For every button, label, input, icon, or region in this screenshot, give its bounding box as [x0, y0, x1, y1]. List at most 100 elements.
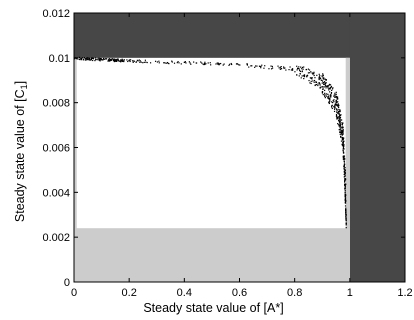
- data-point: [342, 126, 344, 129]
- data-point: [255, 65, 257, 67]
- data-point: [334, 104, 336, 106]
- data-point: [254, 66, 256, 68]
- data-point: [322, 73, 324, 75]
- data-point: [339, 116, 342, 119]
- data-point: [337, 112, 339, 114]
- data-point: [238, 64, 240, 66]
- data-point: [80, 57, 82, 60]
- data-point: [318, 78, 320, 81]
- data-point: [344, 187, 346, 190]
- data-point: [343, 152, 345, 154]
- data-point: [336, 109, 338, 111]
- data-point: [315, 81, 318, 84]
- data-point: [173, 62, 176, 64]
- data-point: [336, 112, 339, 114]
- data-point: [334, 108, 336, 110]
- data-point: [333, 94, 335, 96]
- data-point: [337, 123, 339, 125]
- data-point: [329, 101, 331, 103]
- data-point: [343, 155, 346, 157]
- data-point: [322, 74, 324, 77]
- data-point: [158, 60, 160, 62]
- data-point: [333, 96, 336, 98]
- data-point: [335, 96, 337, 98]
- data-point: [271, 65, 273, 68]
- data-point: [333, 107, 336, 109]
- data-point: [344, 172, 346, 174]
- data-point: [336, 104, 338, 106]
- data-point: [342, 131, 344, 133]
- data-point: [88, 57, 90, 59]
- data-point: [132, 61, 134, 63]
- data-point: [143, 61, 145, 63]
- data-point: [341, 143, 343, 146]
- data-point: [98, 59, 100, 61]
- data-point: [319, 77, 322, 79]
- data-point: [339, 118, 341, 121]
- data-point: [319, 84, 321, 86]
- data-point: [299, 70, 302, 73]
- data-point: [339, 123, 341, 125]
- data-point: [334, 105, 336, 107]
- y-tick-label: 0.006: [42, 143, 70, 155]
- data-point: [319, 83, 321, 85]
- data-point: [339, 129, 341, 131]
- data-point: [149, 62, 152, 64]
- data-point: [291, 69, 294, 71]
- data-point: [296, 65, 298, 67]
- data-point: [339, 133, 341, 136]
- data-point: [176, 62, 178, 64]
- data-point: [318, 73, 320, 75]
- data-point: [321, 90, 324, 93]
- data-point: [114, 59, 116, 62]
- data-point: [336, 104, 338, 106]
- data-point: [342, 122, 344, 124]
- data-point: [261, 64, 263, 66]
- data-point: [79, 58, 81, 61]
- data-point: [268, 68, 270, 70]
- data-point: [139, 61, 141, 63]
- data-point: [283, 67, 285, 69]
- data-point: [328, 89, 330, 91]
- data-point: [339, 114, 342, 117]
- data-point: [270, 65, 272, 67]
- data-point: [338, 110, 340, 113]
- data-point: [327, 93, 329, 95]
- data-point: [344, 172, 346, 174]
- data-point: [321, 79, 323, 81]
- y-tick-label: 0.01: [49, 53, 70, 65]
- dark-shaded-region: [349, 13, 405, 282]
- data-point: [88, 58, 90, 61]
- data-point: [324, 81, 326, 83]
- data-point: [87, 57, 89, 59]
- data-point: [333, 101, 335, 103]
- data-point: [222, 64, 224, 66]
- data-point: [116, 60, 118, 62]
- data-point: [340, 130, 343, 132]
- y-axis-label: Steady state value of [C1]: [13, 81, 29, 222]
- data-point: [345, 217, 347, 220]
- data-point: [285, 69, 287, 71]
- data-point: [298, 75, 300, 77]
- data-point: [331, 107, 333, 110]
- x-tick-label: 0: [71, 287, 77, 299]
- data-point: [229, 63, 231, 65]
- data-point: [100, 58, 103, 60]
- data-point: [330, 96, 332, 98]
- data-point: [321, 75, 323, 77]
- data-point: [283, 66, 285, 68]
- data-point: [330, 86, 333, 88]
- data-point: [341, 124, 343, 126]
- data-point: [338, 113, 340, 116]
- data-points: [73, 56, 347, 229]
- data-point: [323, 83, 325, 85]
- data-point: [344, 179, 346, 181]
- data-point: [338, 125, 340, 127]
- data-point: [339, 131, 341, 133]
- data-point: [81, 57, 83, 59]
- data-point: [344, 205, 347, 207]
- data-point: [99, 60, 101, 62]
- data-point: [317, 83, 319, 85]
- data-point: [188, 61, 190, 63]
- data-point: [105, 58, 107, 60]
